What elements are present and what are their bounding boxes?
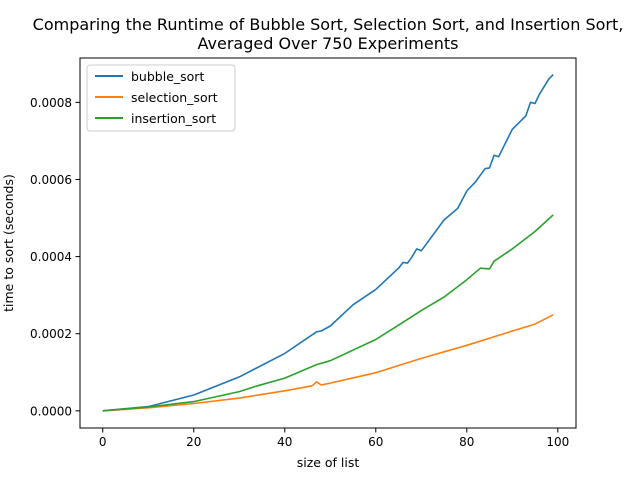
- x-tick-label: 0: [99, 435, 107, 449]
- series-line-insertion-sort: [102, 214, 554, 412]
- plot-frame: [79, 57, 577, 429]
- legend-label-selection-sort: selection_sort: [131, 90, 218, 105]
- series-line-bubble-sort: [102, 74, 554, 412]
- x-tick-label: 40: [277, 435, 292, 449]
- legend-label-bubble-sort: bubble_sort: [131, 69, 204, 84]
- x-tick-label: 80: [459, 435, 474, 449]
- y-tick-label: 0.0000: [30, 404, 72, 418]
- legend-label-insertion-sort: insertion_sort: [131, 111, 216, 126]
- y-tick-label: 0.0002: [30, 327, 72, 341]
- y-axis-label: time to sort (seconds): [1, 174, 16, 312]
- x-tick-label: 20: [186, 435, 201, 449]
- y-tick-label: 0.0006: [30, 173, 72, 187]
- y-tick-label: 0.0004: [30, 250, 72, 264]
- plot-lines: [102, 74, 554, 412]
- y-axis-ticks: 0.0000 0.0002 0.0004 0.0006 0.0008: [30, 96, 80, 418]
- legend: bubble_sort selection_sort insertion_sor…: [86, 64, 236, 132]
- chart-subtitle: Averaged Over 750 Experiments: [198, 34, 459, 53]
- x-axis-label: size of list: [297, 455, 360, 470]
- legend-box: [86, 64, 236, 132]
- series-line-selection-sort: [102, 314, 554, 412]
- x-tick-label: 60: [368, 435, 383, 449]
- chart-title: Comparing the Runtime of Bubble Sort, Se…: [33, 15, 624, 34]
- y-tick-label: 0.0008: [30, 96, 72, 110]
- x-axis-ticks: 0 20 40 60 80 100: [99, 428, 569, 449]
- x-tick-label: 100: [546, 435, 569, 449]
